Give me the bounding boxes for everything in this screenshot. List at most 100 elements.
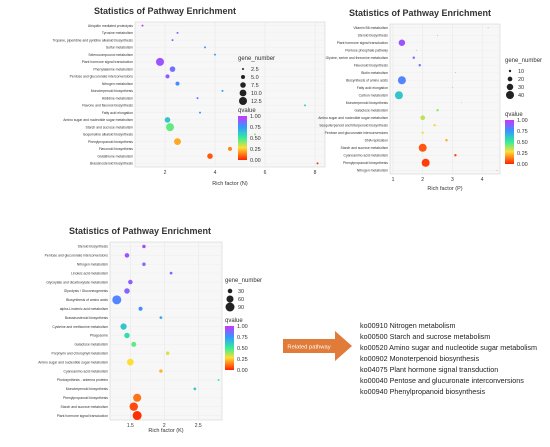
size-legend-value: 10.0 — [251, 91, 262, 97]
data-point — [169, 271, 173, 275]
category-label: Selenocompound metabolism — [88, 53, 133, 57]
data-point — [418, 64, 421, 67]
size-legend-dot — [240, 82, 246, 88]
x-axis-label: Rich factor (K) — [148, 428, 183, 434]
x-tick-label: 2.5 — [195, 423, 202, 429]
category-label: Phenylalanine metabolism — [93, 67, 133, 71]
x-tick-label: 4 — [481, 177, 484, 183]
related-pathway-item: ko00500 Starch and sucrose metabolism — [360, 332, 490, 341]
data-point — [124, 288, 130, 294]
category-label: Cyanoamino acid metabolism — [64, 369, 109, 373]
related-pathway-list: ko00910 Nitrogen metabolism ko00500 Starc… — [360, 321, 537, 396]
category-label: Biosynthesis of amino acids — [346, 78, 388, 82]
color-legend-tick: 0.25 — [250, 147, 261, 153]
data-point — [394, 91, 403, 100]
category-label: Starch and sucrose metabolism — [61, 405, 109, 409]
data-point — [433, 124, 436, 127]
data-point — [141, 24, 144, 27]
category-label: Glyoxylate and dicarboxylate metabolism — [46, 280, 108, 284]
data-point — [131, 341, 137, 347]
size-legend-dot — [239, 89, 247, 97]
data-point — [496, 169, 498, 171]
size-legend-value: 30 — [238, 289, 244, 295]
data-point — [487, 27, 489, 29]
data-point — [454, 154, 457, 157]
size-legend-value: 60 — [238, 297, 244, 303]
category-label: Vitamin B6 metabolism — [353, 26, 388, 30]
x-axis-label: Rich factor (N) — [212, 181, 248, 187]
related-pathway-item: ko00520 Amino sugar and nucleotide sugar… — [360, 343, 537, 352]
category-label: Flavone and flavonol biosynthesis — [82, 104, 133, 108]
category-label: Plant hormone signal transduction — [337, 41, 388, 45]
data-point — [227, 146, 233, 151]
data-point — [455, 72, 456, 74]
data-point — [133, 393, 142, 402]
size-legend-value: 7.5 — [251, 83, 259, 89]
size-legend-value: 20 — [518, 77, 524, 83]
category-label: Sesquiterpenoid and triterpenoid biosynt… — [319, 123, 388, 127]
category-label: Cyanoamino acid metabolism — [344, 153, 389, 157]
category-label: Nitrogen metabolism — [77, 262, 108, 266]
enrichment-chart-n: Statistics of Pathway Enrichment 2 4 6 8 Ubiq… — [52, 6, 326, 187]
enrichment-chart-k: Statistics of Pathway Enrichment 1.5 2 2.5 S… — [38, 226, 262, 434]
data-point — [412, 56, 415, 59]
category-label: Carbon metabolism — [359, 93, 389, 97]
category-label: Monoterpenoid biosynthesis — [346, 101, 389, 105]
category-label: Steroid biosynthesis — [358, 33, 389, 37]
category-label: Porphyrin and chlorophyll metabolism — [51, 351, 108, 355]
category-label: Nitrogen metabolism — [357, 168, 388, 172]
data-point — [199, 111, 201, 114]
data-point — [165, 74, 170, 79]
color-legend-bar — [225, 326, 234, 370]
related-pathway-item: ko00940 Phenylpropanoid biosynthesis — [360, 387, 485, 396]
related-pathway-arrow[interactable]: Related pathway — [283, 331, 352, 361]
size-legend-dot — [508, 69, 512, 73]
data-point — [129, 402, 138, 411]
data-point — [221, 89, 224, 92]
color-legend-tick: 1.00 — [237, 324, 248, 330]
category-label: Glycolysis / Gluconeogenesis — [64, 289, 109, 293]
data-point — [138, 306, 143, 311]
data-point — [112, 295, 122, 305]
size-legend-dot — [506, 83, 514, 91]
data-point — [175, 81, 180, 86]
category-label: Pentose phosphate pathway — [345, 48, 388, 52]
color-legend-tick: 0.00 — [517, 162, 528, 168]
data-point — [174, 138, 181, 146]
data-point — [124, 253, 130, 258]
data-point — [217, 378, 220, 381]
category-label: Phenylpropanoid biosynthesis — [63, 396, 108, 400]
category-label: Starch and sucrose metabolism — [341, 146, 389, 150]
category-label: Pentose and glucuronate interconversions — [70, 75, 134, 79]
category-label: Photosynthesis - antenna proteins — [57, 378, 109, 382]
size-legend-dot — [506, 91, 514, 99]
data-point — [120, 323, 127, 330]
category-label: DNA replication — [365, 138, 388, 142]
data-point — [254, 133, 256, 136]
category-label: Isoquinoline alkaloid biosynthesis — [83, 133, 133, 137]
related-pathway-item: ko00902 Monoterpenoid biosynthesis — [360, 354, 479, 363]
size-legend-dot — [507, 76, 513, 82]
size-legend-title: gene_number — [505, 58, 542, 64]
size-legend-value: 30 — [518, 85, 524, 91]
x-tick-label: 2 — [164, 170, 167, 176]
x-tick-label: 1.5 — [127, 423, 134, 429]
category-label: Tropane, piperidine and pyridine alkaloi… — [52, 38, 133, 42]
category-label: Glutathione metabolism — [97, 154, 133, 158]
x-tick-label: 8 — [314, 170, 317, 176]
arrow-shape — [283, 331, 352, 361]
color-legend-tick: 0.25 — [237, 357, 248, 363]
category-label: Fatty acid elongation — [102, 111, 133, 115]
category-label: Galactose metabolism — [354, 108, 388, 112]
data-point — [436, 109, 439, 112]
color-legend-tick: 0.50 — [237, 346, 248, 352]
category-label: Pentose and glucuronate interconversions — [325, 131, 389, 135]
data-point — [460, 102, 462, 104]
x-tick-label: 3 — [451, 177, 454, 183]
size-legend-dot — [225, 302, 235, 312]
color-legend-bar — [505, 120, 514, 164]
data-point — [418, 143, 427, 152]
chart-title: Statistics of Pathway Enrichment — [94, 6, 236, 16]
related-pathway-label: Related pathway — [287, 345, 330, 351]
